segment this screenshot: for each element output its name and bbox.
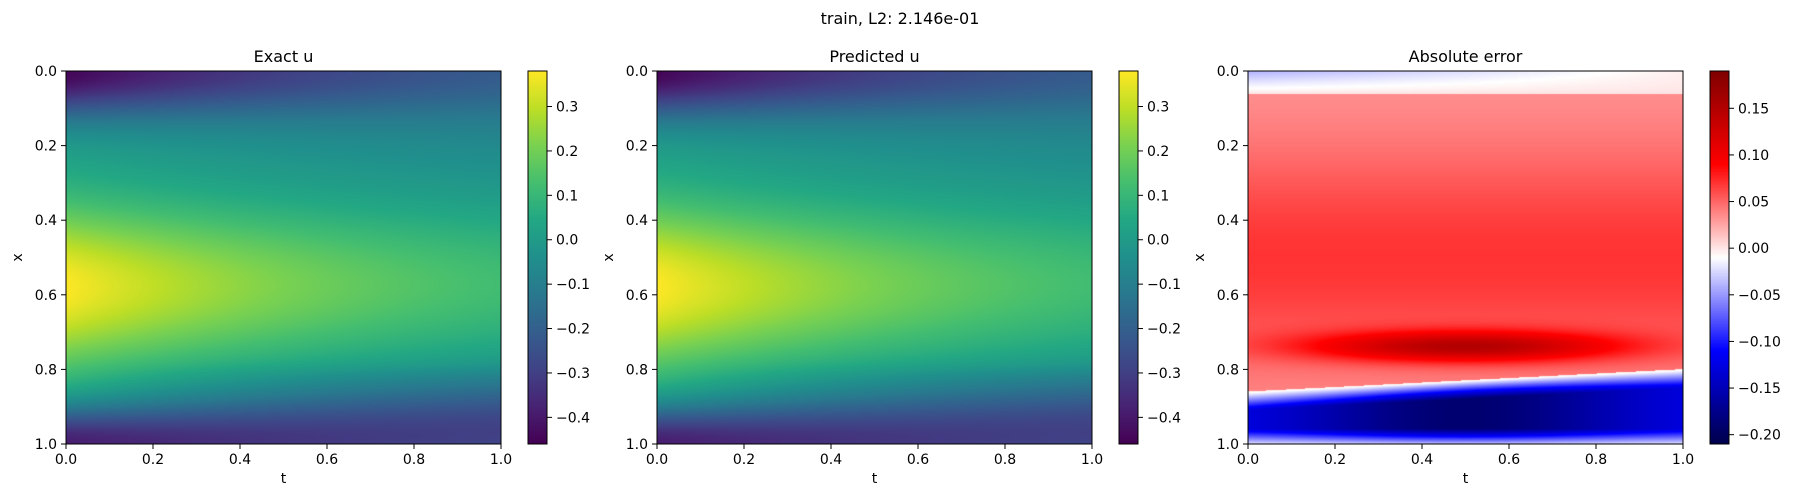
- colorbar-tick-label: 0.05: [1738, 195, 1769, 211]
- panel-title: Absolute error: [1409, 47, 1523, 66]
- y-tick-label: 0.4: [626, 213, 648, 229]
- colorbar-tick-label: −0.20: [1738, 428, 1781, 444]
- heatmap-absolute-error: [1248, 71, 1683, 444]
- panel-title: Predicted u: [829, 47, 919, 66]
- y-tick-label: 1.0: [1217, 437, 1239, 453]
- colorbar-exact-u: [528, 71, 547, 444]
- colorbar-frame: [1709, 70, 1730, 445]
- x-tick-label: 0.4: [820, 452, 842, 468]
- colorbar-tick-label: −0.4: [556, 410, 590, 426]
- colorbar-tick-label: 0.1: [556, 188, 578, 204]
- heatmap-exact-u: [66, 71, 501, 444]
- axes-frame: [65, 70, 502, 445]
- x-tick-label: 0.2: [142, 452, 164, 468]
- colorbar-frame: [1118, 70, 1139, 445]
- colorbar-tick-label: −0.15: [1738, 381, 1781, 397]
- colorbar-tick-label: 0.15: [1738, 101, 1769, 117]
- colorbar-tick-label: 0.0: [556, 233, 578, 249]
- x-tick-label: 0.8: [1585, 452, 1607, 468]
- x-tick-label: 1.0: [490, 452, 512, 468]
- x-tick-label: 0.8: [403, 452, 425, 468]
- y-tick-label: 0.6: [1217, 288, 1239, 304]
- y-tick-label: 0.6: [35, 288, 57, 304]
- x-tick-label: 0.6: [1498, 452, 1520, 468]
- colorbar-tick-label: 0.1: [1147, 188, 1169, 204]
- heatmap-predicted-u: [657, 71, 1092, 444]
- x-tick-label: 0.0: [55, 452, 77, 468]
- colorbar-tick-label: −0.10: [1738, 334, 1781, 350]
- figure-suptitle: train, L2: 2.146e-01: [821, 9, 980, 28]
- colorbar-tick-label: −0.1: [1147, 277, 1181, 293]
- y-tick-label: 0.4: [1217, 213, 1239, 229]
- colorbar-tick-label: 0.00: [1738, 241, 1769, 257]
- colorbar-predicted-u: [1119, 71, 1138, 444]
- panel-title: Exact u: [254, 47, 314, 66]
- colorbar-tick-label: −0.2: [556, 322, 590, 338]
- y-axis-label: x: [1192, 253, 1208, 261]
- colorbar-tick-label: 0.2: [1147, 144, 1169, 160]
- colorbar-tick-label: −0.1: [556, 277, 590, 293]
- colorbar-tick-label: 0.3: [556, 100, 578, 116]
- colorbar-tick-label: −0.4: [1147, 410, 1181, 426]
- x-tick-label: 0.8: [994, 452, 1016, 468]
- y-tick-label: 0.4: [35, 213, 57, 229]
- x-tick-label: 1.0: [1081, 452, 1103, 468]
- colorbar-absolute-error: [1710, 71, 1729, 444]
- y-tick-label: 1.0: [626, 437, 648, 453]
- colorbar-frame: [527, 70, 548, 445]
- x-axis-label: t: [872, 471, 878, 487]
- x-tick-label: 0.2: [1324, 452, 1346, 468]
- y-tick-label: 0.8: [35, 362, 57, 378]
- y-tick-label: 0.8: [626, 362, 648, 378]
- y-axis-label: x: [10, 253, 26, 261]
- x-tick-label: 1.0: [1672, 452, 1694, 468]
- y-tick-label: 0.0: [626, 64, 648, 80]
- x-axis-label: t: [1463, 471, 1469, 487]
- x-tick-label: 0.6: [907, 452, 929, 468]
- colorbar-tick-label: −0.2: [1147, 322, 1181, 338]
- y-axis-label: x: [601, 253, 617, 261]
- x-tick-label: 0.0: [1237, 452, 1259, 468]
- y-tick-label: 0.2: [626, 139, 648, 155]
- x-tick-label: 0.4: [229, 452, 251, 468]
- y-tick-label: 0.6: [626, 288, 648, 304]
- y-tick-label: 0.8: [1217, 362, 1239, 378]
- y-tick-label: 0.0: [1217, 64, 1239, 80]
- colorbar-tick-label: −0.05: [1738, 288, 1781, 304]
- x-tick-label: 0.0: [646, 452, 668, 468]
- y-tick-label: 0.2: [1217, 139, 1239, 155]
- colorbar-tick-label: 0.10: [1738, 148, 1769, 164]
- y-tick-label: 0.0: [35, 64, 57, 80]
- x-tick-label: 0.4: [1411, 452, 1433, 468]
- y-tick-label: 0.2: [35, 139, 57, 155]
- x-tick-label: 0.6: [316, 452, 338, 468]
- axes-frame: [656, 70, 1093, 445]
- colorbar-tick-label: 0.3: [1147, 100, 1169, 116]
- axes-frame: [1247, 70, 1684, 445]
- colorbar-tick-label: −0.3: [556, 366, 590, 382]
- x-axis-label: t: [281, 471, 287, 487]
- colorbar-tick-label: 0.2: [556, 144, 578, 160]
- colorbar-tick-label: −0.3: [1147, 366, 1181, 382]
- y-tick-label: 1.0: [35, 437, 57, 453]
- colorbar-tick-label: 0.0: [1147, 233, 1169, 249]
- x-tick-label: 0.2: [733, 452, 755, 468]
